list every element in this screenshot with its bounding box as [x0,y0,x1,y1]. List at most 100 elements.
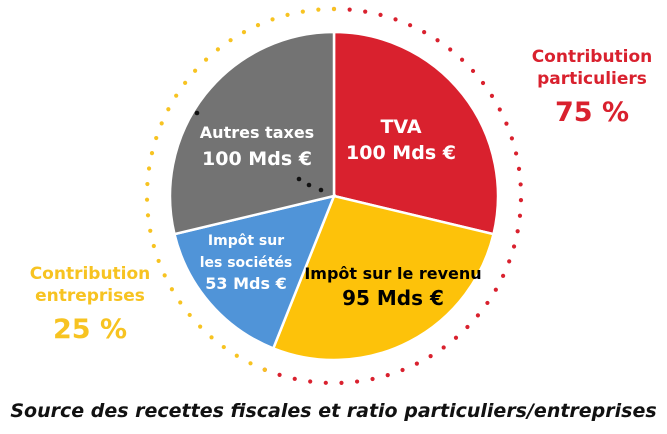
slice-name-label: les sociétés [200,255,293,271]
group-ring-dot [470,68,476,74]
group-ring-dot [154,135,159,141]
group-ring-dot [509,136,514,141]
group-ring-dot [465,324,470,330]
pie-slices [168,30,500,362]
slice-value-label: 95 Mds € [342,286,444,310]
group-ring-dot [145,213,151,218]
slice-labels: TVA 100 Mds € Impôt sur le revenu 95 Mds € I… [200,116,482,310]
group-percent: 25 % [52,314,128,345]
group-ring-dot [331,6,337,12]
group-percent: 75 % [554,97,630,128]
group-ring-dot [255,23,261,28]
group-ring-dot [162,273,167,278]
group-ring-dot [145,181,150,187]
group-ring-dot [285,12,290,17]
group-rings [144,6,524,385]
slice-name-label: Autres taxes [200,123,314,142]
group-ring-dot [363,9,368,14]
group-ring-dot [178,300,183,305]
group-ring-dot [378,12,383,17]
group-ring-dot [504,121,509,126]
group-ring-dot [497,107,502,112]
group-ring-dot [183,80,188,85]
group-label-particuliers: Contribution particuliers 75 % [517,46,667,130]
group-ring-dot [187,312,192,318]
group-ring-dot [489,93,495,98]
group-ring-dot [516,166,522,171]
group-ring-dot [513,151,519,156]
slice-name-label: TVA [380,116,421,138]
group-ring-dot [203,57,209,62]
group-label-entreprises: Contribution entreprises 25 % [14,263,166,347]
group-ring-dot [475,313,481,318]
group-ring-dot [209,335,214,340]
decorative-dot [194,110,200,116]
group-ring-dot [277,372,282,377]
group-ring-dot [453,335,459,340]
group-ring-dot [354,379,360,384]
group-ring-dot [144,197,150,202]
group-ring-dot [385,373,390,378]
group-ring-dot [518,182,523,187]
group-ring-dot [228,38,233,43]
group-ring-dot [517,213,523,218]
group-ring-dot [248,361,253,366]
group-ring-dot [156,258,161,264]
slice-value-label: 100 Mds € [202,148,312,170]
group-ring-dot [428,354,433,359]
group-ring-dot [292,376,297,381]
decorative-dot [318,187,324,193]
group-ring-dot [459,57,465,62]
group-ring-dot [166,107,171,112]
group-ring-dot [347,7,352,12]
group-ring-dot [234,353,239,358]
group-ring-dot [198,324,203,329]
group-ring-dot [159,121,164,126]
group-ring-dot [270,17,275,22]
group-name-line: Contribution [531,47,653,67]
group-ring-dot [422,30,427,35]
slice-name-label: Impôt sur [208,233,284,249]
group-ring-dot [169,287,174,292]
group-ring-dot [149,151,155,156]
group-ring-dot [400,367,405,373]
slice-value-label: 53 Mds € [205,274,286,293]
group-ring-dot [241,29,247,35]
group-ring-dot [316,7,321,12]
group-ring-dot [493,287,498,292]
decorative-dots [194,110,324,193]
group-ring-dot [215,47,221,52]
group-ring-dot [441,345,446,350]
slice-name-label: Impôt sur le revenu [304,264,481,283]
group-ring-dot [485,300,490,306]
group-ring-dot [308,379,313,384]
group-ring-dot [435,38,440,43]
group-ring-dot [515,229,520,234]
group-name-line: particuliers [537,69,647,89]
group-ring-dot [480,80,486,86]
group-ring-dot [262,367,267,372]
group-ring-dot [146,166,152,171]
group-ring-dot [408,23,413,28]
group-name-line: Contribution [29,264,151,284]
group-ring-dot [501,273,506,278]
group-ring-dot [511,244,517,249]
group-ring-dot [174,93,179,98]
pie-slice [271,194,496,362]
group-ring-dot [507,259,512,264]
group-ring-dot [414,361,419,366]
group-ring-dot [339,380,344,385]
decorative-dot [296,176,302,182]
pie-slice [332,30,500,236]
chart-caption: Source des recettes fiscales et ratio pa… [10,400,657,422]
group-ring-dot [151,243,156,249]
group-ring-dot [448,47,453,52]
decorative-dot [306,182,312,188]
group-ring-dot [300,9,305,14]
group-ring-dot [393,17,398,22]
group-ring-dot [148,228,153,233]
pie-slice [168,30,336,236]
group-ring-dot [370,376,375,382]
group-ring-dot [221,344,226,350]
